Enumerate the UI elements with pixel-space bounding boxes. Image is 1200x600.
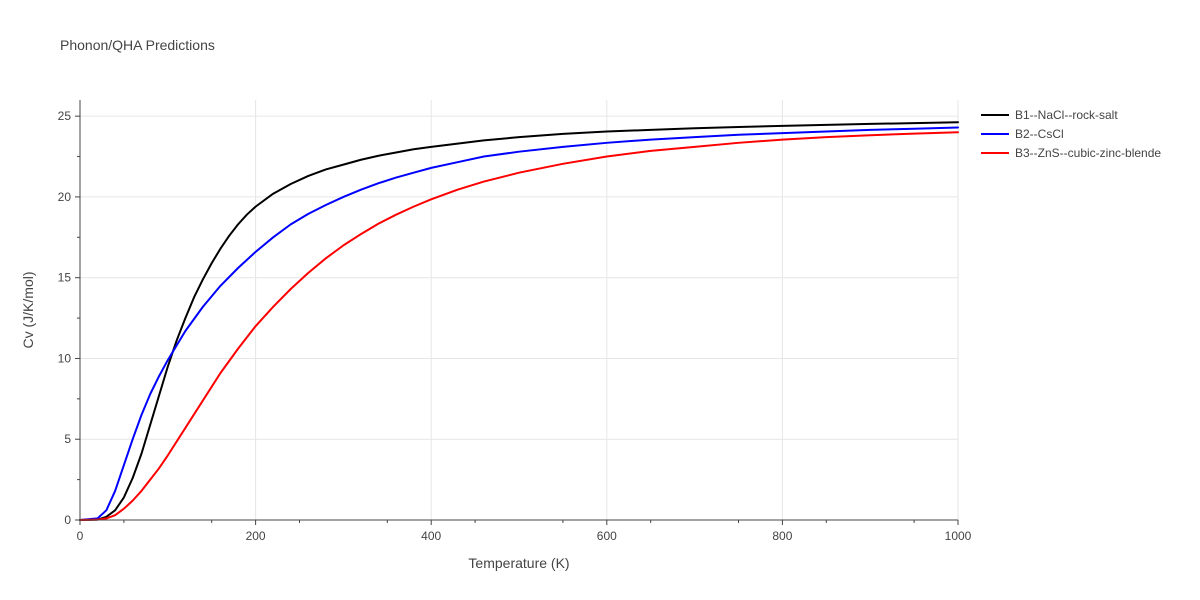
legend-item-2[interactable]: B2--CsCl: [981, 127, 1064, 141]
series-lines: [79, 121, 959, 521]
x-tick-label: 200: [246, 529, 266, 543]
legend-label: B2--CsCl: [1015, 127, 1064, 141]
x-tick-label: 400: [421, 529, 441, 543]
y-tick-label: 25: [58, 109, 72, 123]
series-line-1[interactable]: [79, 121, 959, 521]
y-axis-title: Cv (J/K/mol): [20, 272, 36, 349]
legend-label: B1--NaCl--rock-salt: [1015, 108, 1118, 122]
chart-title: Phonon/QHA Predictions: [60, 37, 215, 53]
legend[interactable]: B1--NaCl--rock-salt B2--CsCl B3--ZnS--cubi…: [981, 108, 1161, 160]
grid-lines: [80, 100, 959, 520]
x-tick-label: 800: [772, 529, 792, 543]
series-line-3[interactable]: [79, 131, 959, 521]
axes: 0 200 400 600 800 1000 0 5 10 15 20 25: [58, 100, 972, 543]
legend-item-1[interactable]: B1--NaCl--rock-salt: [981, 108, 1118, 122]
x-tick-label: 0: [77, 529, 84, 543]
y-tick-label: 5: [64, 432, 71, 446]
x-axis-title: Temperature (K): [468, 555, 569, 571]
legend-item-3[interactable]: B3--ZnS--cubic-zinc-blende: [981, 146, 1161, 160]
y-tick-label: 10: [58, 351, 72, 365]
y-tick-label: 20: [58, 190, 72, 204]
series-line-2[interactable]: [79, 126, 959, 521]
legend-label: B3--ZnS--cubic-zinc-blende: [1015, 146, 1161, 160]
x-tick-label: 600: [597, 529, 617, 543]
x-tick-label: 1000: [945, 529, 972, 543]
y-tick-label: 15: [58, 271, 72, 285]
y-tick-label: 0: [64, 513, 71, 527]
